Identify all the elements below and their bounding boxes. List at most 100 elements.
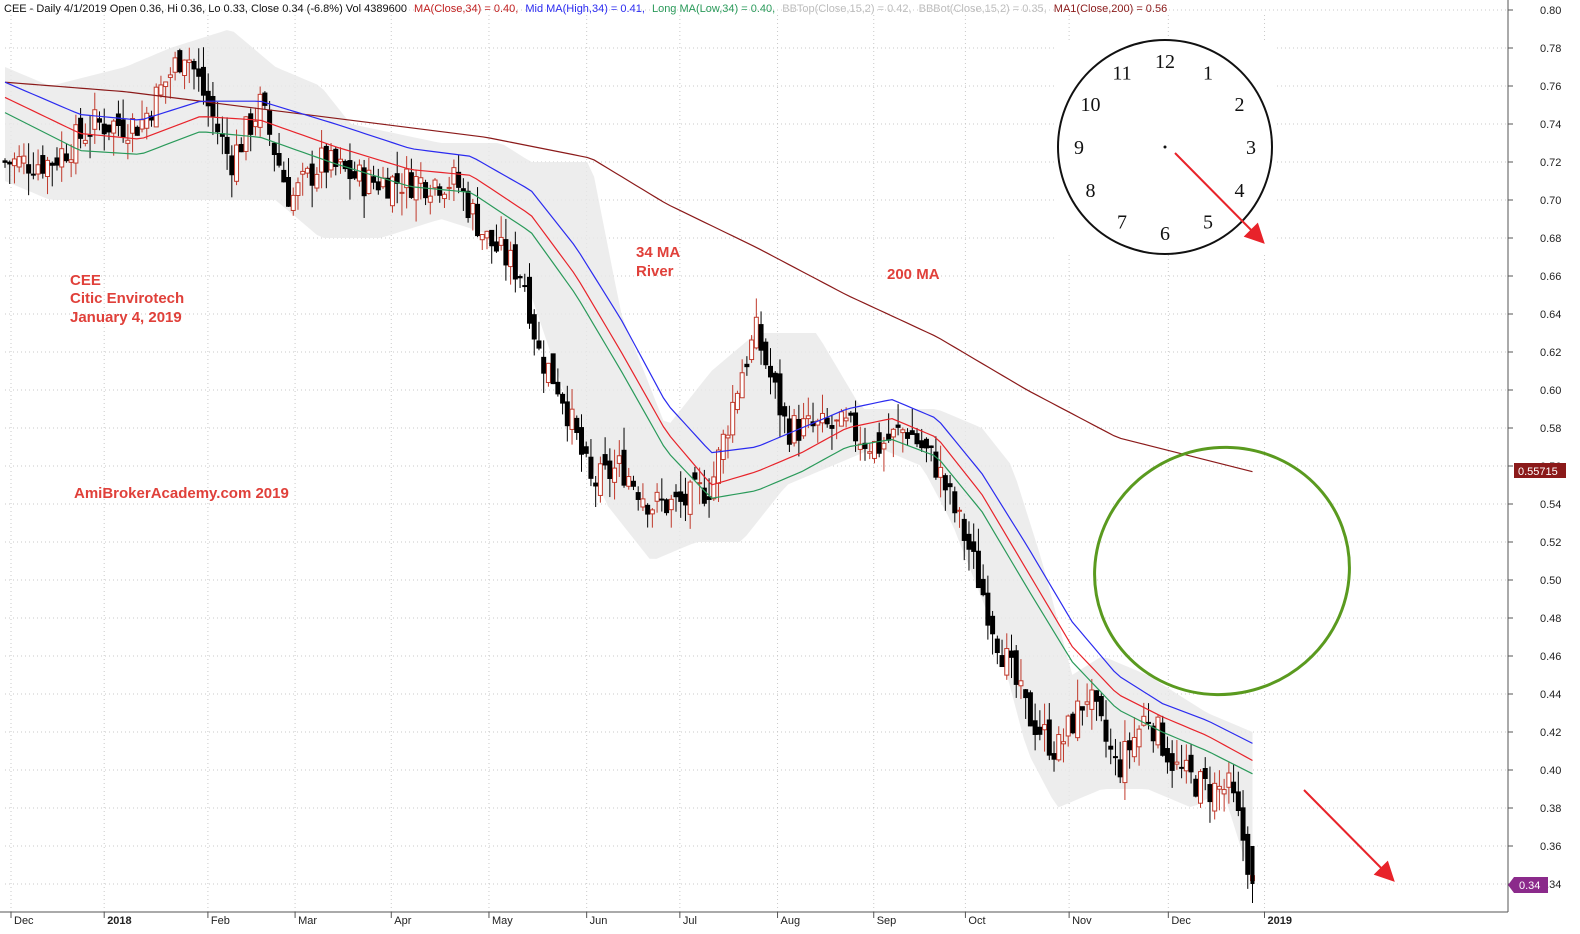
candle-body bbox=[1098, 695, 1104, 717]
candle-body bbox=[1221, 789, 1227, 795]
candle-body bbox=[1075, 700, 1081, 739]
clock-number: 2 bbox=[1234, 94, 1244, 116]
x-tick-label: Oct bbox=[968, 915, 985, 927]
candle-body bbox=[905, 432, 911, 439]
candle-body bbox=[238, 143, 244, 153]
candle-body bbox=[503, 239, 509, 266]
candle-body bbox=[1079, 706, 1085, 711]
y-axis: 0.80 0.78 0.76 0.74 0.72 0.70 0.68 0.66 0.64 0.62… bbox=[1507, 0, 1561, 912]
candle-body bbox=[621, 449, 627, 486]
candle-body bbox=[153, 86, 159, 128]
candle-body bbox=[234, 144, 240, 182]
clock-number: 5 bbox=[1203, 211, 1213, 233]
candle-body bbox=[460, 188, 466, 192]
moving-averages bbox=[4, 81, 1253, 775]
candle-body bbox=[1193, 778, 1199, 797]
candle-body bbox=[134, 126, 140, 136]
y-tick-label: 0.52 bbox=[1540, 537, 1561, 549]
candle-body bbox=[1245, 833, 1251, 875]
candle-body bbox=[649, 509, 655, 515]
y-tick-label: 0.68 bbox=[1540, 233, 1561, 245]
long-ma-line bbox=[4, 112, 1253, 775]
candle-body bbox=[928, 445, 934, 448]
candle-body bbox=[1027, 692, 1033, 727]
candle-body bbox=[777, 373, 783, 416]
candle-body bbox=[654, 491, 660, 502]
candle-body bbox=[1226, 772, 1232, 788]
candle-body bbox=[895, 424, 901, 428]
candle-body bbox=[323, 145, 329, 173]
candle-body bbox=[966, 533, 972, 550]
candle-body bbox=[172, 57, 178, 73]
candle-body bbox=[87, 134, 93, 137]
candle-body bbox=[319, 147, 325, 173]
candle-body bbox=[838, 411, 844, 427]
candle-body bbox=[678, 491, 684, 502]
candle-body bbox=[914, 433, 920, 445]
candle-body bbox=[257, 93, 263, 128]
candle-body bbox=[871, 440, 877, 459]
candle-body bbox=[541, 356, 547, 374]
candle-body bbox=[1146, 721, 1152, 724]
candle-body bbox=[744, 363, 750, 368]
clock-number: 6 bbox=[1160, 223, 1170, 245]
y-tick-label: 0.46 bbox=[1540, 651, 1561, 663]
ma34-river-label: River bbox=[636, 263, 674, 280]
candle-body bbox=[1004, 648, 1010, 676]
clock-center bbox=[1163, 145, 1167, 149]
clock-number: 4 bbox=[1234, 180, 1244, 202]
candle-body bbox=[248, 113, 254, 135]
candle-body bbox=[739, 372, 745, 399]
candle-body bbox=[399, 191, 405, 194]
candle-body bbox=[772, 372, 778, 383]
bbbot-label: BBBot(Close,15,2) = 0.35, bbox=[919, 3, 1047, 15]
candle-body bbox=[286, 177, 292, 207]
candle-body bbox=[1060, 741, 1066, 745]
candle-body bbox=[782, 406, 788, 417]
ma34-label: 34 MA bbox=[636, 244, 680, 261]
candle-body bbox=[626, 476, 632, 487]
y-tick-label: 0.64 bbox=[1540, 309, 1561, 321]
candle-body bbox=[593, 482, 599, 487]
candle-body bbox=[522, 285, 528, 288]
ma200-value-tag: 0.55715 bbox=[1514, 463, 1566, 478]
green-circle bbox=[1093, 445, 1351, 697]
clock-number: 12 bbox=[1155, 51, 1175, 73]
close-value-tag: 0.34 bbox=[1508, 877, 1548, 893]
candle-body bbox=[493, 241, 499, 252]
candle-body bbox=[106, 124, 112, 133]
candle-body bbox=[616, 455, 622, 464]
clock-arrow bbox=[1174, 152, 1265, 244]
candle-body bbox=[890, 428, 896, 438]
candle-body bbox=[645, 504, 651, 515]
candle-body bbox=[697, 482, 703, 485]
candle-body bbox=[923, 438, 929, 449]
candle-body bbox=[768, 365, 774, 378]
candle-body bbox=[1202, 768, 1208, 779]
candle-body bbox=[536, 340, 542, 349]
y-tick-label: 0.36 bbox=[1540, 841, 1561, 853]
x-tick-label: Dec bbox=[14, 915, 34, 927]
candle-body bbox=[1169, 753, 1175, 771]
candle-body bbox=[465, 190, 471, 219]
candle-body bbox=[11, 158, 17, 167]
candle-body bbox=[919, 440, 925, 449]
candle-body bbox=[588, 456, 594, 479]
ma34-line bbox=[4, 96, 1253, 762]
candle-body bbox=[980, 578, 986, 596]
candle-body bbox=[1122, 740, 1128, 784]
candle-body bbox=[479, 233, 485, 241]
x-tick-label: 2019 bbox=[1268, 915, 1292, 927]
candle-body bbox=[427, 195, 433, 203]
y-tick-label: 0.40 bbox=[1540, 765, 1561, 777]
candle-body bbox=[342, 160, 348, 170]
candle-body bbox=[144, 112, 150, 129]
candle-body bbox=[508, 249, 514, 268]
candle-body bbox=[484, 230, 490, 239]
candle-body bbox=[786, 418, 792, 445]
candle-body bbox=[404, 168, 410, 189]
y-tick-label: 0.70 bbox=[1540, 195, 1561, 207]
